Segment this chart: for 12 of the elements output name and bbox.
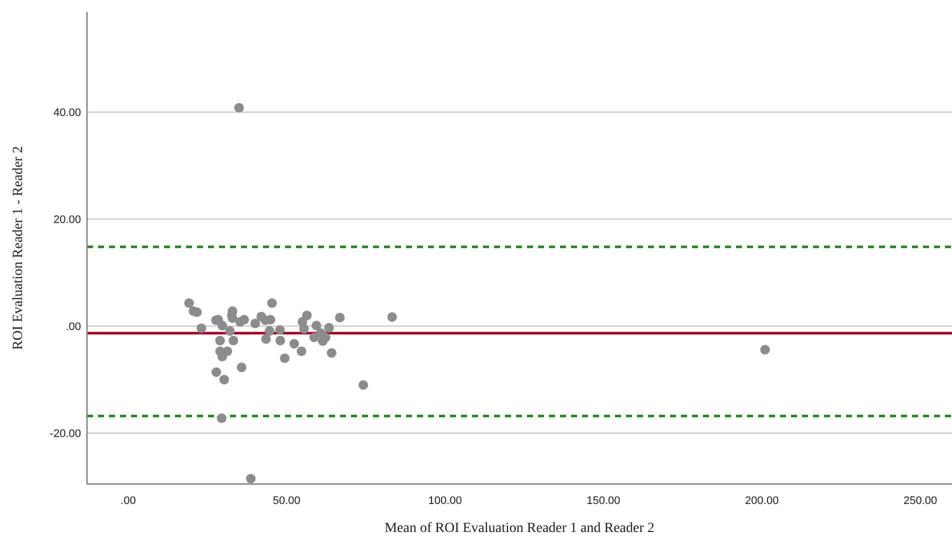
x-tick-label: 150.00 bbox=[586, 495, 620, 507]
y-tick-label: 20.00 bbox=[53, 214, 81, 226]
y-tick-label: -20.00 bbox=[50, 428, 81, 440]
x-tick-label: 100.00 bbox=[428, 495, 462, 507]
y-tick-label: .00 bbox=[66, 320, 81, 333]
x-tick-label: 200.00 bbox=[745, 495, 779, 507]
y-tick-label: 40.00 bbox=[53, 106, 81, 119]
x-tick-label: .00 bbox=[120, 495, 136, 507]
x-tick-label: 250.00 bbox=[903, 495, 938, 507]
x-axis-title: Mean of ROI Evaluation Reader 1 and Reader 2 bbox=[384, 521, 654, 536]
x-tick-label: 50.00 bbox=[272, 495, 300, 507]
y-axis-title: ROI Evaluation Reader 1 - Reader 2 bbox=[11, 146, 26, 350]
